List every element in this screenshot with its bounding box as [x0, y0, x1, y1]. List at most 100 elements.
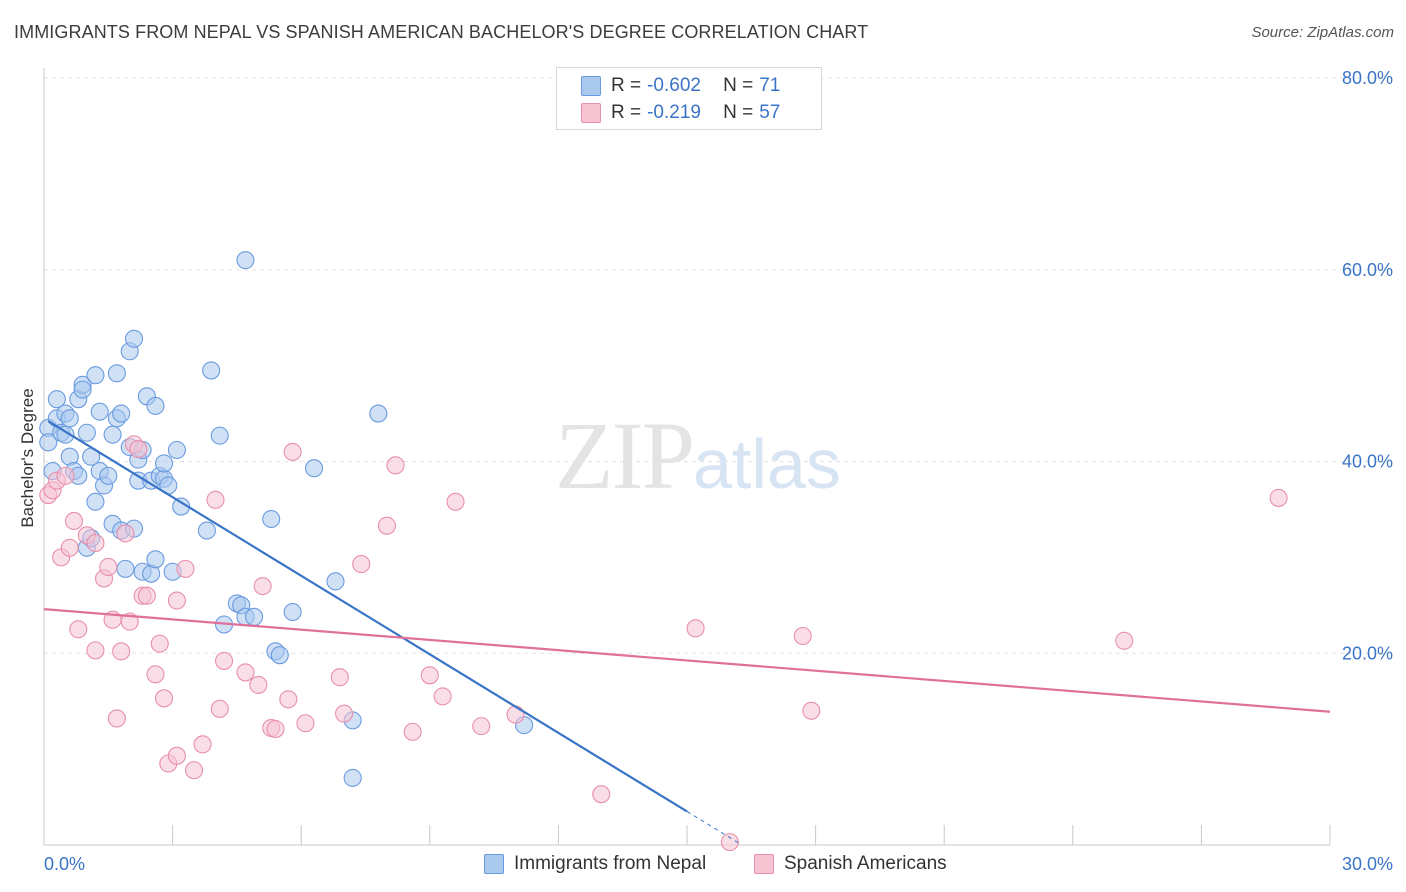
data-point — [592, 785, 611, 804]
data-point — [146, 550, 165, 569]
data-point — [103, 425, 122, 444]
watermark-atlas: atlas — [693, 425, 841, 503]
data-point — [330, 668, 349, 687]
legend-r-value: -0.219 — [647, 102, 701, 123]
legend-n-label: N = — [723, 102, 754, 123]
trend-line — [43, 608, 1331, 713]
trend-line-extension — [686, 811, 739, 844]
data-point — [197, 521, 216, 540]
data-point — [99, 557, 118, 577]
data-point — [107, 709, 126, 728]
legend-swatch-spanish — [581, 103, 601, 123]
data-point — [60, 538, 79, 557]
correlation-legend: R = -0.602 N = 71 R = -0.219 N = 57 — [556, 67, 822, 130]
data-point — [686, 619, 705, 638]
watermark-zip: ZIP — [555, 402, 695, 509]
data-point — [1269, 488, 1288, 507]
legend-r-label: R = — [611, 102, 642, 123]
legend-n-value: 57 — [759, 102, 781, 123]
data-point — [210, 426, 229, 445]
data-point — [69, 620, 88, 639]
data-point — [129, 439, 148, 459]
data-point — [296, 714, 315, 733]
data-point — [352, 555, 371, 574]
data-point — [176, 559, 195, 578]
data-point — [167, 746, 186, 765]
data-point — [506, 705, 525, 724]
data-point — [369, 404, 388, 423]
legend-n-value: 71 — [759, 75, 781, 96]
data-point — [116, 559, 135, 578]
data-point — [112, 404, 131, 423]
legend-row-nepal: R = -0.602 N = 71 — [581, 74, 780, 98]
legend-n-label: N = — [723, 75, 754, 96]
data-point — [236, 663, 255, 682]
data-point — [283, 442, 302, 461]
data-point — [244, 607, 264, 626]
y-tick-label: 20.0% — [1342, 643, 1393, 663]
data-point — [214, 651, 234, 670]
data-point — [386, 456, 405, 475]
bottom-legend-swatch-nepal — [484, 854, 504, 874]
data-point — [279, 690, 298, 709]
data-point — [1115, 631, 1134, 650]
data-point — [116, 524, 135, 543]
data-point — [270, 646, 289, 665]
legend-swatch-nepal — [581, 76, 601, 96]
legend-r-value: -0.602 — [647, 75, 701, 96]
bottom-legend-label-nepal: Immigrants from Nepal — [514, 853, 707, 874]
data-point — [154, 454, 174, 473]
data-point — [39, 433, 58, 452]
data-point — [305, 459, 324, 478]
data-point — [420, 666, 439, 685]
data-point — [107, 364, 126, 383]
data-point — [167, 591, 186, 610]
x-tick-label: 0.0% — [44, 854, 85, 874]
gridlines — [44, 77, 1393, 654]
data-point — [60, 409, 79, 428]
data-point — [154, 689, 174, 708]
data-point — [335, 704, 354, 723]
data-point — [720, 833, 739, 852]
data-point — [124, 329, 144, 348]
data-point — [73, 380, 92, 399]
data-point — [236, 251, 255, 270]
data-point — [343, 768, 362, 787]
legend-r-label: R = — [611, 75, 642, 96]
tick-labels: 20.0% 40.0% 60.0% 80.0% 0.0% 30.0% — [44, 68, 1393, 874]
data-point — [146, 396, 165, 415]
bottom-legend-spanish: Spanish Americans — [754, 852, 947, 876]
y-tick-label: 60.0% — [1342, 260, 1393, 280]
chart-source: Source: ZipAtlas.com — [1251, 24, 1394, 41]
data-point — [210, 699, 229, 718]
y-axis-label: Bachelor's Degree — [18, 388, 37, 528]
bottom-legend-label-spanish: Spanish Americans — [784, 853, 947, 874]
series-spanish-americans — [39, 435, 1288, 852]
bottom-legend-nepal: Immigrants from Nepal — [484, 852, 706, 876]
data-point — [47, 390, 66, 409]
axes — [43, 68, 1331, 846]
data-point — [253, 577, 272, 596]
data-point — [150, 634, 169, 653]
legend-row-spanish: R = -0.219 N = 57 — [581, 101, 780, 125]
data-point — [112, 642, 131, 661]
data-point — [90, 402, 109, 421]
data-point — [86, 366, 105, 385]
data-point — [446, 492, 465, 511]
watermark: ZIPatlas — [555, 400, 841, 511]
data-point — [56, 466, 75, 485]
data-point — [802, 701, 821, 720]
chart-title: IMMIGRANTS FROM NEPAL VS SPANISH AMERICA… — [14, 22, 869, 42]
data-point — [433, 687, 452, 706]
data-point — [377, 516, 396, 535]
data-point — [64, 511, 84, 530]
data-point — [403, 722, 422, 741]
data-point — [167, 440, 186, 460]
trend-line — [47, 420, 688, 813]
data-point — [77, 423, 96, 442]
data-point — [86, 641, 105, 660]
data-point — [193, 735, 212, 754]
data-point — [283, 602, 302, 622]
y-tick-label: 80.0% — [1342, 68, 1393, 88]
y-tick-label: 40.0% — [1342, 452, 1393, 472]
